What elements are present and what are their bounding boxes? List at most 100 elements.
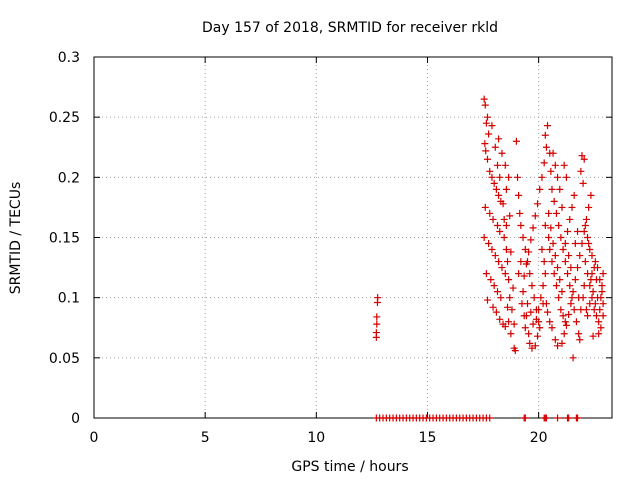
data-point: [572, 318, 580, 326]
data-point: [502, 221, 510, 229]
data-point: [558, 203, 566, 211]
data-point: [534, 200, 542, 208]
data-point: [580, 227, 588, 235]
data-point: [574, 227, 582, 235]
data-point: [480, 234, 488, 241]
data-point: [567, 300, 575, 308]
data-point: [484, 113, 492, 121]
data-point: [540, 159, 548, 167]
data-point: [569, 288, 577, 296]
data-point: [542, 143, 550, 151]
data-point: [561, 318, 569, 326]
data-point: [485, 240, 493, 248]
chart-title: Day 157 of 2018, SRMTID for receiver rkl…: [202, 20, 498, 36]
data-point: [505, 173, 513, 181]
data-point: [481, 203, 489, 211]
data-point: [372, 329, 380, 337]
data-point: [537, 294, 545, 302]
data-point: [578, 152, 586, 160]
data-point: [495, 258, 503, 266]
data-point: [498, 264, 506, 272]
data-point: [489, 215, 497, 223]
data-point: [511, 347, 519, 355]
data-point: [482, 147, 490, 155]
y-tick-label: 0.2: [58, 170, 80, 186]
data-point: [488, 173, 496, 181]
data-point: [498, 149, 506, 157]
data-point: [527, 236, 535, 244]
axis-ticks: 0 5 10 15 20 0 0.05 0.1 0.15 0.2 0.25 0.3: [49, 50, 612, 446]
data-point: [550, 270, 558, 278]
data-point: [525, 248, 533, 256]
data-point: [585, 203, 593, 211]
y-tick-label: 0.3: [58, 50, 80, 66]
x-tick-label: 20: [530, 430, 548, 446]
data-point: [531, 342, 539, 350]
data-point: [489, 303, 497, 311]
data-point: [559, 246, 567, 254]
data-point: [491, 143, 499, 151]
data-point: [564, 227, 572, 235]
data-point: [520, 272, 528, 280]
data-point: [551, 336, 559, 344]
data-point: [598, 282, 606, 290]
data-point: [579, 294, 587, 302]
data-point: [549, 240, 557, 248]
data-point: [525, 330, 533, 338]
data-point: [542, 414, 550, 422]
y-tick-label: 0.15: [49, 231, 80, 247]
data-point: [558, 288, 566, 296]
data-point: [491, 252, 499, 260]
data-point: [527, 308, 535, 316]
y-tick-label: 0.25: [49, 110, 80, 126]
data-point: [546, 246, 554, 254]
data-point: [566, 215, 574, 223]
data-point: [545, 234, 553, 241]
data-point: [548, 324, 556, 332]
data-point: [487, 276, 495, 284]
data-point: [516, 209, 524, 217]
data-point: [587, 191, 595, 199]
data-point: [507, 330, 515, 338]
data-point: [499, 200, 507, 208]
data-point: [544, 122, 552, 130]
y-tick-label: 0.05: [49, 351, 80, 367]
data-point: [538, 173, 546, 181]
data-point: [599, 300, 607, 308]
data-point: [594, 294, 602, 302]
data-point: [494, 288, 502, 296]
data-point: [574, 414, 582, 422]
data-point: [552, 282, 560, 290]
data-point: [591, 258, 599, 266]
data-points: [372, 95, 607, 422]
data-point: [508, 306, 516, 314]
data-point: [571, 240, 579, 248]
data-point: [514, 173, 522, 181]
data-point: [374, 294, 382, 302]
data-point: [549, 149, 557, 157]
data-point: [505, 276, 513, 284]
data-point: [584, 234, 592, 241]
data-point: [588, 252, 596, 260]
data-point: [540, 258, 548, 266]
data-point: [512, 137, 520, 145]
data-point: [517, 258, 525, 266]
data-point: [597, 324, 605, 332]
data-point: [541, 270, 549, 278]
data-point: [558, 339, 566, 347]
data-point: [565, 311, 573, 319]
x-tick-label: 15: [419, 430, 437, 446]
data-point: [587, 276, 595, 284]
data-point: [588, 270, 596, 278]
data-point: [526, 270, 534, 278]
data-point: [576, 336, 584, 344]
data-point: [507, 248, 515, 256]
data-point: [515, 191, 523, 199]
data-point: [555, 221, 563, 229]
data-point: [480, 95, 488, 103]
data-point: [504, 303, 512, 311]
data-point: [557, 234, 565, 241]
data-point: [532, 315, 540, 323]
data-point: [559, 312, 567, 320]
data-point: [568, 203, 576, 211]
